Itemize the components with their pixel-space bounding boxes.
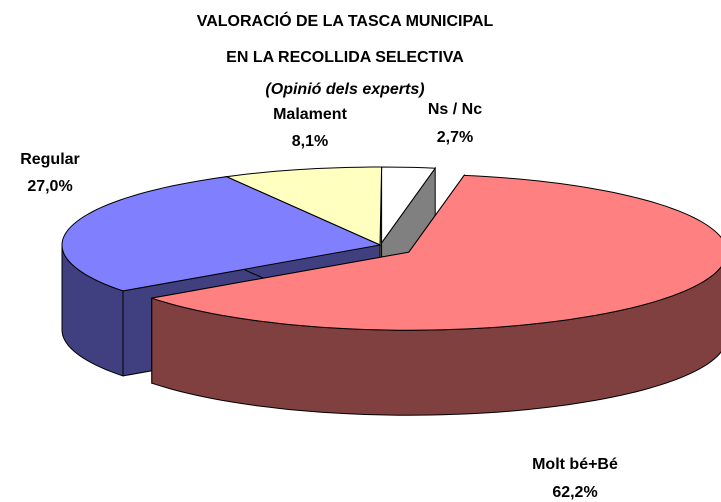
slice-value-label: 8,1%: [292, 133, 328, 150]
slice-label: Regular: [20, 151, 80, 168]
slice-label: Ns / Nc: [428, 101, 482, 118]
slice-value-label: 62,2%: [552, 484, 597, 501]
chart-subtitle: (Opinió dels experts): [265, 81, 424, 98]
slice-label: Malament: [273, 106, 347, 123]
chart-title: EN LA RECOLLIDA SELECTIVA: [226, 49, 464, 66]
slice-top: [224, 166, 383, 246]
slice-label: Molt bé+Bé: [532, 456, 618, 473]
slice-value-label: 27,0%: [27, 178, 72, 195]
chart-title: VALORACIÓ DE LA TASCA MUNICIPAL: [197, 11, 494, 30]
slice-top: [151, 174, 721, 331]
slice-top: [379, 166, 437, 247]
slice-value-label: 2,7%: [437, 129, 473, 146]
slice-top: [61, 176, 382, 292]
pie-slice: [151, 173, 721, 416]
